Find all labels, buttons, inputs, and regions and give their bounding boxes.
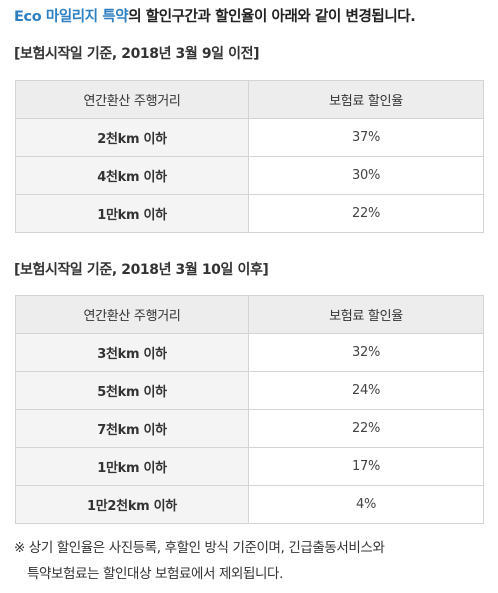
header-distance: 연간환산 주행거리 xyxy=(15,80,249,119)
rate-cell: 37% xyxy=(248,118,484,157)
table-row: 7천km 이하 22% xyxy=(15,409,484,448)
distance-cell: 2천km 이하 xyxy=(15,118,249,157)
footnote-line-1: ※ 상기 할인율은 사진등록, 후할인 방식 기준이며, 긴급출동서비스와 xyxy=(14,540,385,556)
distance-cell: 1만2천km 이하 xyxy=(15,485,249,524)
table-row: 4천km 이하 30% xyxy=(15,156,484,195)
table-row: 1만2천km 이하 4% xyxy=(15,485,484,524)
header-distance: 연간환산 주행거리 xyxy=(15,295,249,334)
headline-text: 의 할인구간과 할인율이 아래와 같이 변경됩니다. xyxy=(128,9,416,25)
rate-cell: 32% xyxy=(248,333,484,372)
headline-highlight: Eco 마일리지 특약 xyxy=(14,9,129,25)
table-row: 5천km 이하 24% xyxy=(15,371,484,410)
table-row: 2천km 이하 37% xyxy=(15,118,484,157)
table-header-row: 연간환산 주행거리 보험료 할인율 xyxy=(15,295,484,334)
distance-cell: 5천km 이하 xyxy=(15,371,249,410)
distance-cell: 7천km 이하 xyxy=(15,409,249,448)
distance-cell: 1만km 이하 xyxy=(15,194,249,233)
rate-cell: 22% xyxy=(248,409,484,448)
table-row: 3천km 이하 32% xyxy=(15,333,484,372)
rate-cell: 30% xyxy=(248,156,484,195)
header-rate: 보험료 할인율 xyxy=(248,295,484,334)
table-row: 1만km 이하 22% xyxy=(15,194,484,233)
discount-table-after: 연간환산 주행거리 보험료 할인율 3천km 이하 32% 5천km 이하 24… xyxy=(15,295,484,524)
headline: Eco 마일리지 특약의 할인구간과 할인율이 아래와 같이 변경됩니다. xyxy=(14,5,416,26)
footnote: ※ 상기 할인율은 사진등록, 후할인 방식 기준이며, 긴급출동서비스와 특약… xyxy=(14,535,385,587)
distance-cell: 4천km 이하 xyxy=(15,156,249,195)
distance-cell: 3천km 이하 xyxy=(15,333,249,372)
rate-cell: 4% xyxy=(248,485,484,524)
table-row: 1만km 이하 17% xyxy=(15,447,484,486)
header-rate: 보험료 할인율 xyxy=(248,80,484,119)
distance-cell: 1만km 이하 xyxy=(15,447,249,486)
section-title-before: [보험시작일 기준, 2018년 3월 9일 이전] xyxy=(14,46,260,62)
rate-cell: 22% xyxy=(248,194,484,233)
table-header-row: 연간환산 주행거리 보험료 할인율 xyxy=(15,80,484,119)
section-title-after: [보험시작일 기준, 2018년 3월 10일 이후] xyxy=(14,262,269,278)
rate-cell: 17% xyxy=(248,447,484,486)
footnote-line-2: 특약보험료는 할인대상 보험료에서 제외됩니다. xyxy=(27,566,283,582)
discount-table-before: 연간환산 주행거리 보험료 할인율 2천km 이하 37% 4천km 이하 30… xyxy=(15,80,484,233)
rate-cell: 24% xyxy=(248,371,484,410)
